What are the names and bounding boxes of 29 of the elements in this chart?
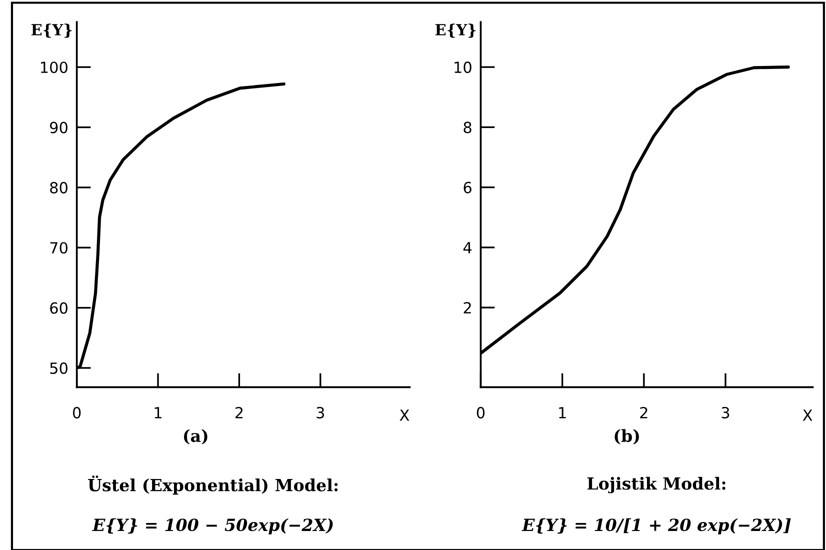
y-tick-label: 10 [454,62,472,74]
text: (b) [614,429,639,444]
text: Üstel (Exponential) Model: [88,476,338,495]
y-tick-label: 100 [41,62,68,74]
y-tick-label: 50 [50,362,68,374]
y-tick-label: 8 [464,122,472,134]
y-tick-label: 90 [50,122,68,134]
text: (a) [184,429,208,444]
text: E{Y} = 100 − 50exp(−2X) [92,518,333,534]
x-axis-title: X [400,410,410,421]
y-tick-label: 80 [50,182,68,194]
y-tick-label: 2 [464,302,471,314]
x-tick-label: 3 [316,406,324,418]
y-tick-label: 6 [464,182,472,194]
x-tick-label: 1 [559,407,566,418]
y-tick-label: 60 [50,302,68,314]
x-axis-title: X [802,410,812,421]
y-tick-label: 70 [50,242,68,254]
text: Lojistik Model: [587,476,726,494]
x-tick-label: 2 [640,406,648,418]
text: E{Y} = 10/[1 + 20 exp(−2X)] [522,518,791,534]
y-axis-title: E{Y} [31,24,72,38]
x-tick-label: 0 [476,406,485,418]
x-tick-label: 1 [154,407,162,418]
x-tick-label: 0 [72,406,81,418]
x-tick-label: 3 [722,406,730,418]
x-tick-label: 2 [235,406,243,418]
y-tick-label: 4 [463,242,472,254]
y-axis-title: E{Y} [435,24,476,38]
